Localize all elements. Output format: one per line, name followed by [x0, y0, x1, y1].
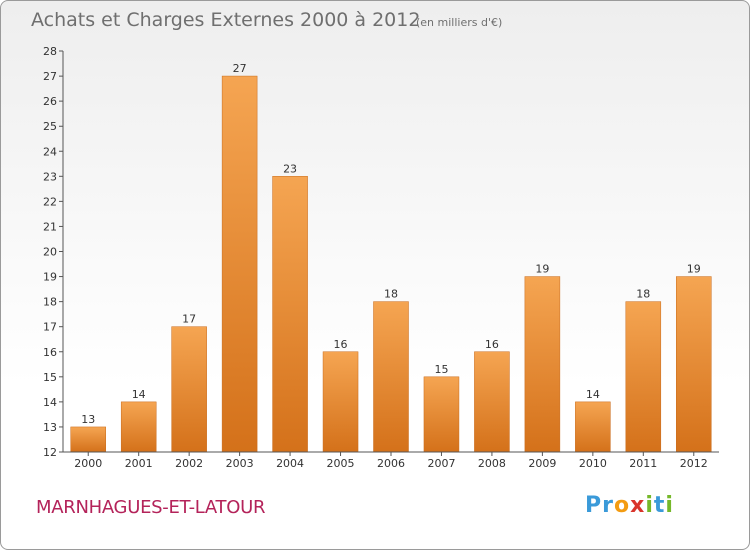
- commune-name: MARNHAGUES-ET-LATOUR: [36, 497, 266, 518]
- x-tick-label: 2010: [579, 457, 607, 470]
- bars: 13 14 17 27 23 16 18 15 16 19 14 18 19: [70, 62, 712, 453]
- bar: [70, 426, 106, 453]
- bar-value-label: 16: [334, 338, 348, 351]
- x-tick-label: 2000: [74, 457, 102, 470]
- y-axis: 12 13 14 15 16 17 18 19 20 21 22 23 24 25 26 27 28: [43, 45, 64, 459]
- y-tick-label: 12: [43, 446, 57, 459]
- bar-value-label: 19: [687, 263, 701, 276]
- logo-letter: t: [653, 493, 666, 518]
- bar: [625, 301, 662, 453]
- y-tick-label: 17: [43, 321, 57, 334]
- bar: [120, 401, 157, 453]
- bar-value-label: 19: [535, 263, 549, 276]
- logo-letter: i: [645, 493, 654, 518]
- y-tick-label: 15: [43, 371, 57, 384]
- y-tick-label: 21: [43, 220, 57, 233]
- logo-letter: P: [585, 493, 603, 518]
- y-tick-label: 18: [43, 296, 57, 309]
- x-tick-label: 2004: [276, 457, 304, 470]
- bar-value-label: 13: [81, 413, 95, 426]
- chart-title: Achats et Charges Externes 2000 à 2012: [31, 9, 421, 31]
- bar: [373, 301, 409, 453]
- x-tick-label: 2009: [528, 457, 556, 470]
- bar: [575, 401, 611, 453]
- bar-value-label: 18: [384, 288, 398, 301]
- bar-value-label: 18: [636, 288, 650, 301]
- logo-letter: r: [602, 493, 614, 518]
- bar-value-label: 23: [283, 162, 297, 175]
- y-tick-label: 19: [43, 271, 57, 284]
- logo-letter: o: [613, 493, 631, 518]
- y-tick-label: 14: [43, 396, 57, 409]
- x-tick-label: 2007: [427, 457, 455, 470]
- bar: [474, 351, 510, 453]
- y-tick-label: 28: [43, 45, 57, 58]
- y-tick-label: 25: [43, 120, 57, 133]
- bar: [171, 326, 207, 453]
- bar: [272, 176, 308, 453]
- y-tick-label: 26: [43, 95, 57, 108]
- y-tick-label: 22: [43, 195, 57, 208]
- y-tick-label: 20: [43, 246, 57, 259]
- bar-value-label: 27: [233, 62, 247, 75]
- y-tick-label: 16: [43, 346, 57, 359]
- x-tick-label: 2011: [629, 457, 657, 470]
- x-tick-label: 2001: [125, 457, 153, 470]
- bar: [423, 376, 460, 453]
- x-tick-label: 2006: [377, 457, 405, 470]
- proxiti-logo: Proxiti: [585, 493, 674, 518]
- logo-letter: x: [630, 493, 646, 518]
- y-tick-label: 27: [43, 70, 57, 83]
- bar: [322, 351, 359, 453]
- bar-value-label: 15: [434, 363, 448, 376]
- bar: [221, 75, 258, 453]
- y-tick-label: 13: [43, 421, 57, 434]
- x-axis: 2000 2001 2002 2003 2004 2005 2006 2007 2008 2009…: [63, 451, 719, 470]
- bar: [676, 276, 712, 453]
- x-tick-label: 2005: [327, 457, 355, 470]
- x-tick-label: 2003: [226, 457, 254, 470]
- bar-value-label: 14: [586, 388, 600, 401]
- chart-unit: (en milliers d'€): [416, 16, 503, 29]
- bar-value-label: 16: [485, 338, 499, 351]
- bar: [524, 276, 561, 453]
- x-tick-label: 2002: [175, 457, 203, 470]
- y-tick-label: 23: [43, 170, 57, 183]
- y-tick-label: 24: [43, 145, 57, 158]
- bar-value-label: 17: [182, 313, 196, 326]
- x-tick-label: 2008: [478, 457, 506, 470]
- logo-letter: i: [665, 493, 674, 518]
- bar-value-label: 14: [132, 388, 146, 401]
- x-tick-label: 2012: [680, 457, 708, 470]
